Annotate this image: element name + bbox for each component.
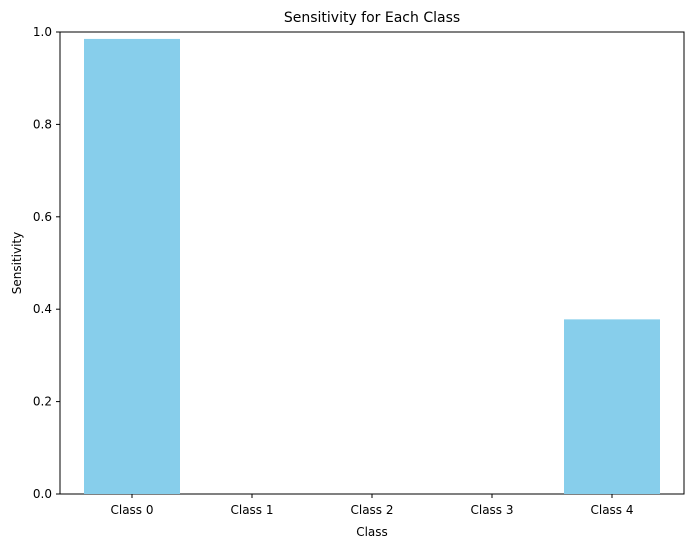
y-tick-label: 0.8: [33, 117, 52, 131]
bar-class-0: [84, 38, 180, 495]
x-axis: Class 0 Class 1 Class 2 Class 3 Class 4: [110, 494, 634, 517]
y-tick-label: 1.0: [33, 25, 52, 39]
x-tick-label: Class 0: [110, 503, 153, 517]
x-axis-label: Class: [356, 525, 388, 539]
y-axis: 0.0 0.2 0.4 0.6 0.8 1.0: [33, 25, 60, 501]
x-tick-label: Class 4: [590, 503, 633, 517]
bars-group: [84, 38, 660, 495]
y-tick-label: 0.0: [33, 487, 52, 501]
x-tick-label: Class 3: [470, 503, 513, 517]
y-tick-label: 0.6: [33, 210, 52, 224]
y-tick-label: 0.2: [33, 395, 52, 409]
x-tick-label: Class 2: [350, 503, 393, 517]
y-tick-label: 0.4: [33, 302, 52, 316]
chart-title: Sensitivity for Each Class: [284, 10, 460, 26]
x-tick-label: Class 1: [230, 503, 273, 517]
y-axis-label: Sensitivity: [10, 232, 24, 294]
bar-class-4: [564, 319, 660, 494]
